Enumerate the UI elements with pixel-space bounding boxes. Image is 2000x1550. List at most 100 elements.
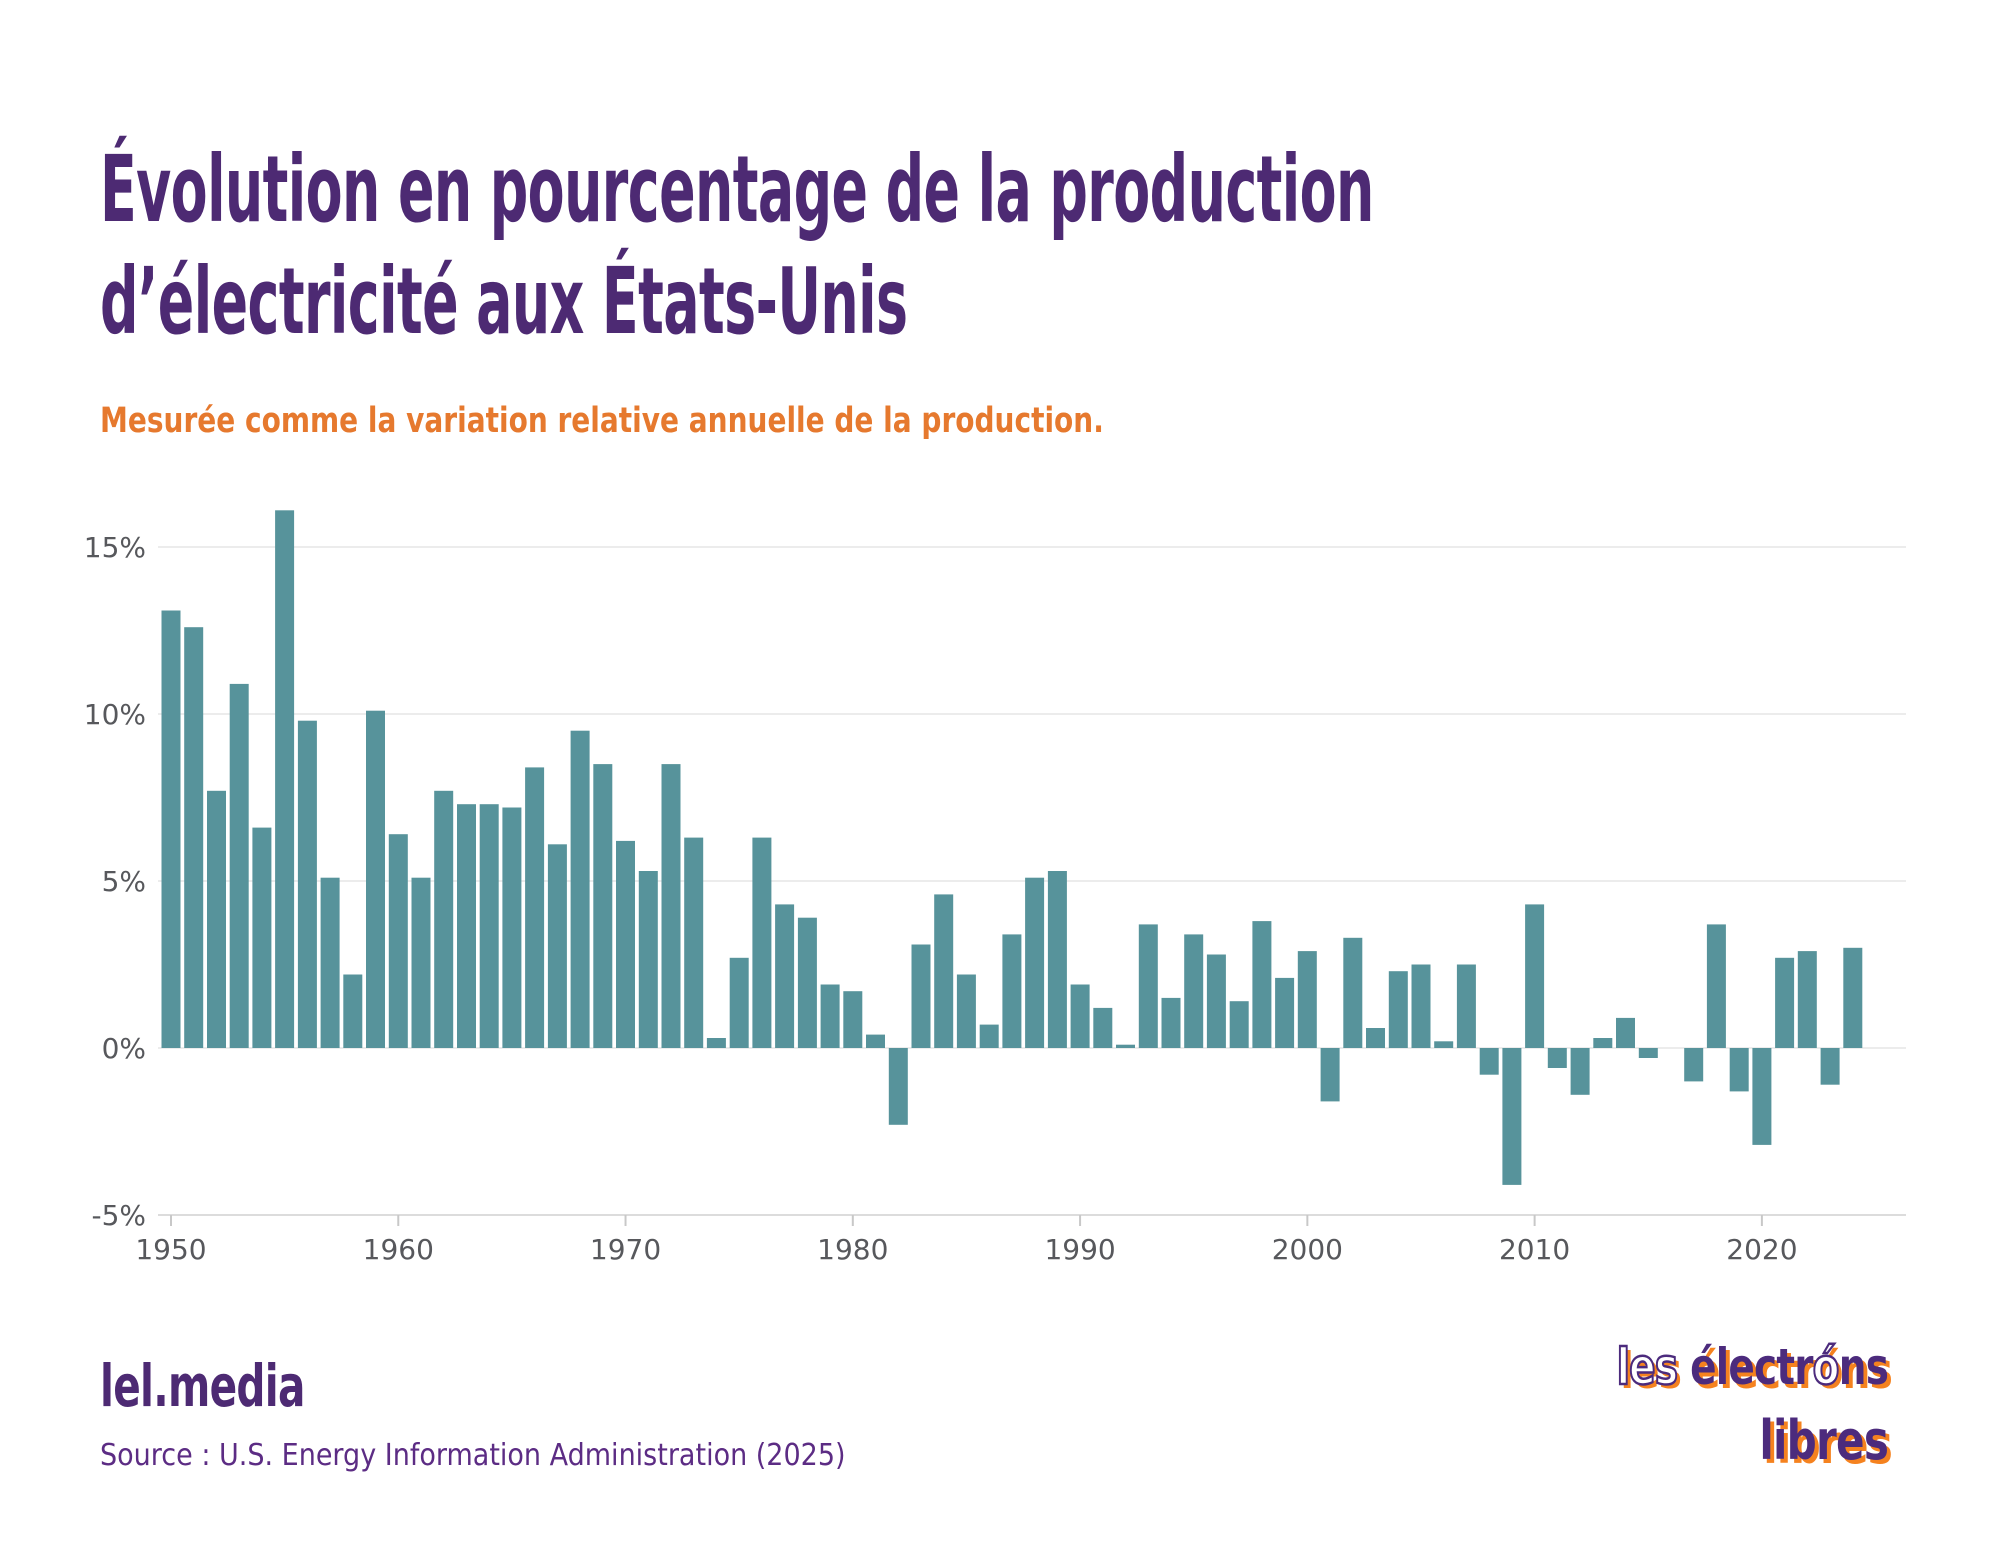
bar-1991[interactable] [1093, 1007, 1113, 1048]
bar-1990[interactable] [1070, 984, 1090, 1049]
bar-1956[interactable] [297, 720, 317, 1048]
y-axis-label--5%: -5% [91, 1199, 146, 1232]
y-axis-label-5%: 5% [102, 865, 146, 898]
bar-1976[interactable] [752, 837, 772, 1048]
logo-letter-o: ó [1812, 1337, 1841, 1398]
bar-1972[interactable] [661, 764, 681, 1048]
bar-2008[interactable] [1479, 1048, 1499, 1075]
bar-2014[interactable] [1616, 1017, 1635, 1048]
bar-1952[interactable] [207, 790, 226, 1048]
bar-2003[interactable] [1366, 1028, 1385, 1048]
bar-1992[interactable] [1116, 1044, 1135, 1048]
bar-1966[interactable] [525, 767, 545, 1048]
bar-1962[interactable] [434, 790, 454, 1048]
logo-line-2: libres [1616, 1404, 1889, 1478]
x-axis-label-1980: 1980 [817, 1233, 888, 1266]
bar-1977[interactable] [775, 904, 795, 1048]
les-electrons-libres-logo: les électróns libres [1615, 1330, 1889, 1478]
bar-1999[interactable] [1275, 977, 1295, 1048]
bar-1987[interactable] [1002, 934, 1022, 1048]
logo-word-electrons-start: électr [1689, 1338, 1813, 1396]
bar-2010[interactable] [1525, 904, 1545, 1048]
bar-2007[interactable] [1456, 964, 1476, 1049]
bar-2022[interactable] [1797, 951, 1817, 1048]
chart-subtitle: Mesurée comme la variation relative annu… [100, 401, 1104, 441]
bar-2018[interactable] [1706, 924, 1726, 1048]
bar-2006[interactable] [1434, 1041, 1454, 1048]
x-axis-label-2010: 2010 [1499, 1233, 1570, 1266]
bar-1989[interactable] [1047, 871, 1067, 1048]
bar-1969[interactable] [593, 764, 613, 1048]
bar-2011[interactable] [1547, 1048, 1567, 1068]
bar-1967[interactable] [547, 844, 567, 1048]
logo-word-les: les [1615, 1337, 1678, 1398]
bar-2001[interactable] [1320, 1048, 1340, 1102]
bar-1988[interactable] [1025, 877, 1045, 1048]
bar-1996[interactable] [1206, 954, 1226, 1049]
title-line-1: Évolution en pourcentage de la productio… [100, 135, 1374, 243]
bar-1978[interactable] [797, 917, 817, 1048]
logo-word-electrons-end: ns [1838, 1338, 1889, 1396]
bar-1986[interactable] [979, 1024, 999, 1048]
bar-1970[interactable] [616, 840, 635, 1048]
bar-2019[interactable] [1729, 1048, 1749, 1092]
bar-1971[interactable] [638, 871, 658, 1048]
bar-1951[interactable] [184, 627, 204, 1048]
bar-1954[interactable] [252, 827, 272, 1048]
bar-2000[interactable] [1297, 951, 1317, 1048]
bar-2020[interactable] [1752, 1048, 1772, 1145]
bar-2012[interactable] [1570, 1048, 1590, 1095]
bar-1963[interactable] [457, 804, 476, 1048]
bar-1968[interactable] [570, 730, 590, 1048]
bar-1979[interactable] [820, 984, 840, 1049]
bar-2017[interactable] [1684, 1048, 1704, 1082]
bar-1959[interactable] [366, 710, 385, 1048]
bar-1981[interactable] [866, 1034, 885, 1048]
bar-2023[interactable] [1820, 1048, 1840, 1085]
bar-1993[interactable] [1138, 924, 1158, 1048]
bar-1982[interactable] [888, 1048, 908, 1125]
bar-1983[interactable] [911, 944, 931, 1049]
bar-1975[interactable] [729, 957, 749, 1048]
bar-1994[interactable] [1161, 997, 1181, 1048]
y-axis-label-15%: 15% [84, 531, 146, 564]
bar-2004[interactable] [1388, 971, 1408, 1048]
bar-1957[interactable] [320, 877, 340, 1048]
bar-1997[interactable] [1229, 1001, 1249, 1048]
bar-1973[interactable] [684, 837, 704, 1048]
bar-2002[interactable] [1343, 937, 1363, 1048]
bar-1958[interactable] [343, 974, 363, 1049]
brand-wordmark: lel.media [100, 1352, 305, 1420]
bar-2015[interactable] [1638, 1048, 1658, 1058]
bar-1961[interactable] [411, 877, 431, 1048]
bar-1974[interactable] [706, 1038, 726, 1048]
bar-1955[interactable] [275, 510, 295, 1048]
title-line-2: d’électricité aux États-Unis [100, 247, 908, 355]
y-axis-label-10%: 10% [84, 698, 146, 731]
bar-1950[interactable] [161, 610, 181, 1049]
bar-1953[interactable] [229, 683, 249, 1048]
bar-1980[interactable] [843, 991, 863, 1048]
logo-line-1: les électróns [1615, 1330, 1889, 1404]
bar-2021[interactable] [1775, 957, 1795, 1048]
logo-word-libres: libres [1759, 1409, 1889, 1472]
y-axis-label-0%: 0% [102, 1032, 146, 1065]
x-axis-label-1960: 1960 [363, 1233, 434, 1266]
bar-1998[interactable] [1252, 921, 1272, 1048]
bar-2005[interactable] [1411, 964, 1431, 1049]
bar-1965[interactable] [502, 807, 522, 1049]
bar-1995[interactable] [1184, 934, 1204, 1048]
bar-1985[interactable] [956, 974, 976, 1049]
x-axis-label-1970: 1970 [590, 1233, 661, 1266]
bar-2024[interactable] [1843, 947, 1863, 1048]
x-axis-label-1950: 1950 [135, 1233, 206, 1266]
bar-1984[interactable] [934, 894, 954, 1048]
bar-2013[interactable] [1593, 1038, 1613, 1048]
bar-1964[interactable] [479, 804, 499, 1048]
page-title: Évolution en pourcentage de la productio… [100, 134, 1504, 358]
bar-2009[interactable] [1502, 1048, 1522, 1185]
x-axis-label-2000: 2000 [1272, 1233, 1343, 1266]
bar-1960[interactable] [388, 834, 408, 1048]
